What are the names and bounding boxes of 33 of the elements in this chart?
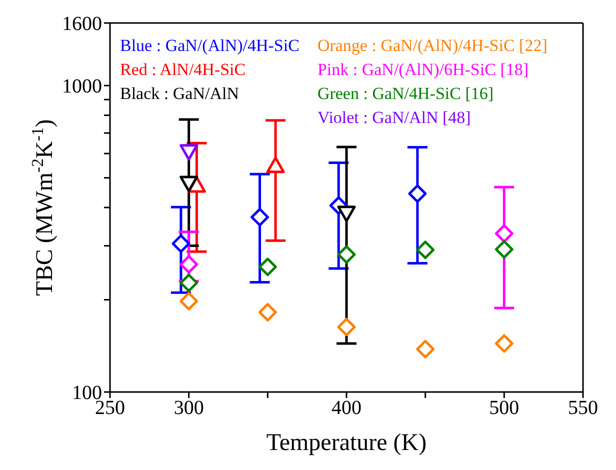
point — [416, 240, 435, 260]
y-tick-label: 1000 — [62, 76, 102, 98]
x-tick-label: 550 — [568, 397, 598, 420]
point — [180, 144, 198, 161]
x-axis-title: Temperature (K) — [266, 430, 427, 456]
text: Blue : GaN/(AlN)/4H-SiC — [120, 35, 300, 57]
text: Green : GaN/4H-SiC [16] — [317, 83, 495, 105]
text: Violet : GaN/AlN [48] — [317, 107, 472, 129]
text: Black : GaN/AlN — [120, 83, 240, 105]
point — [408, 184, 427, 203]
point — [250, 208, 270, 226]
point — [180, 274, 198, 292]
point — [337, 206, 356, 222]
point — [180, 255, 198, 274]
x-tick-label: 300 — [174, 397, 204, 420]
point — [494, 224, 514, 243]
point — [172, 234, 190, 253]
point — [258, 258, 277, 276]
point — [180, 292, 198, 310]
point — [337, 318, 356, 336]
point — [180, 176, 198, 192]
point — [494, 240, 514, 259]
text: Orange : GaN/(AlN)/4H-SiC [22] — [317, 35, 548, 57]
y-tick-label: 1600 — [62, 13, 102, 36]
point — [266, 156, 285, 174]
point — [494, 334, 514, 353]
x-tick-label: 500 — [489, 397, 520, 420]
point — [337, 245, 356, 264]
x-tick-label: 400 — [332, 397, 362, 420]
point — [416, 340, 435, 358]
text: Red : AlN/4H-SiC — [120, 59, 247, 81]
point — [258, 303, 277, 322]
text: Pink : GaN/(AlN)/6H-SiC [18] — [317, 59, 530, 81]
